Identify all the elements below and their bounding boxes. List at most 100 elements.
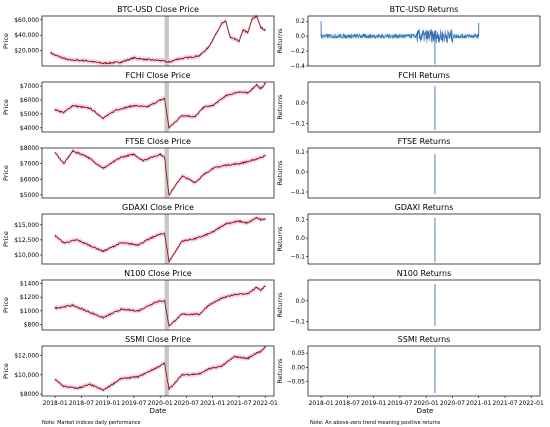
x-tick-label: 2020-07	[174, 400, 199, 407]
y-tick-label: $5000	[20, 192, 39, 199]
y-tick-label: −0.1	[290, 319, 305, 326]
data-point	[255, 84, 258, 86]
y-axis-label: Returns	[276, 94, 284, 120]
data-point	[212, 39, 214, 41]
data-point	[133, 105, 135, 107]
data-point	[115, 109, 118, 111]
x-tick-label: 2019-01	[361, 400, 386, 407]
chart-title: GDAXI Returns	[395, 203, 454, 212]
data-point	[168, 325, 170, 327]
y-tick-label: $6000	[20, 176, 39, 183]
x-tick-label: 2019-01	[95, 400, 120, 407]
data-point	[251, 159, 253, 162]
data-point	[133, 57, 135, 59]
data-point	[89, 383, 91, 386]
data-point	[260, 156, 262, 158]
x-tick-label: 2018-01	[43, 400, 68, 407]
data-point	[260, 88, 262, 90]
y-tick-label: −0.1	[290, 254, 305, 261]
data-point	[67, 59, 69, 61]
data-point	[212, 167, 214, 169]
series-line	[50, 15, 266, 65]
data-point	[102, 250, 104, 252]
data-point	[238, 40, 240, 42]
chart-panel: FCHI Returns Returns 0.0 −0.1	[276, 71, 541, 133]
x-axis-label-right: Date	[417, 407, 434, 415]
y-tick-label: 0.05	[292, 350, 306, 357]
series-line	[54, 149, 266, 196]
data-point	[54, 152, 56, 154]
data-point	[137, 310, 139, 312]
data-point	[146, 59, 148, 61]
chart-title: FTSE Returns	[398, 137, 451, 146]
data-point	[220, 365, 223, 367]
axes-frame	[307, 345, 541, 397]
data-point	[137, 376, 139, 378]
chart-panel: GDAXI Returns Returns 0.1 0.0 −0.1	[276, 203, 541, 265]
data-point	[54, 235, 56, 237]
data-point	[238, 91, 240, 93]
data-point	[234, 293, 236, 295]
y-tick-label: $12,500	[14, 237, 39, 244]
data-point	[85, 60, 87, 62]
data-point	[50, 52, 52, 54]
data-point	[63, 163, 65, 165]
data-point	[264, 218, 266, 220]
y-axis-label: Price	[2, 231, 10, 247]
chart-title: SSMI Close Price	[125, 335, 191, 344]
y-tick-label: 0.00	[292, 364, 306, 371]
y-tick-label: −0.1	[290, 121, 305, 128]
y-tick-label: 0.0	[295, 169, 305, 176]
data-point	[146, 106, 148, 108]
data-point	[198, 373, 201, 375]
data-point	[102, 167, 104, 169]
data-point	[163, 232, 166, 234]
data-point	[102, 62, 104, 64]
data-point	[54, 307, 56, 309]
y-axis-label: Returns	[276, 358, 284, 384]
data-point	[163, 156, 166, 158]
y-tick-label: −0.1	[290, 189, 305, 196]
data-point	[155, 235, 157, 237]
y-tick-label: $8000	[20, 391, 39, 398]
data-point	[181, 114, 183, 116]
y-axis-label: Price	[2, 363, 10, 379]
y-tick-label: $1200	[20, 294, 39, 301]
x-tick-label: 2022-01	[519, 400, 544, 407]
x-tick-label: 2021-01	[200, 400, 225, 407]
data-point	[120, 242, 122, 244]
chart-panel: BTC-USD Returns Returns 0.2 0.0 −0.2 −0.4	[276, 5, 541, 70]
y-tick-label: $7000	[20, 83, 39, 90]
axes-frame	[307, 81, 541, 133]
x-tick-label: 2021-07	[492, 400, 517, 407]
x-tick-label: 2020-01	[414, 400, 439, 407]
data-point	[260, 351, 262, 353]
data-point	[229, 36, 231, 39]
axes-frame	[41, 213, 275, 265]
y-tick-label: $12,000	[14, 353, 39, 360]
y-tick-label: −0.4	[290, 63, 305, 70]
chart-title: N100 Close Price	[124, 269, 192, 278]
y-axis-label: Returns	[276, 160, 284, 186]
data-point	[212, 231, 214, 233]
data-point	[181, 313, 183, 315]
volatility-band	[55, 283, 266, 329]
data-point	[203, 235, 205, 237]
shaded-period	[164, 82, 169, 132]
chart-title: FTSE Close Price	[125, 137, 191, 146]
y-tick-label: $10,000	[14, 252, 39, 259]
data-point	[194, 116, 196, 118]
data-point	[207, 368, 209, 370]
data-point	[120, 61, 122, 63]
data-point	[163, 362, 166, 364]
data-point	[212, 105, 214, 107]
data-point	[168, 388, 170, 390]
x-tick-label: 2018-07	[335, 400, 360, 407]
data-point	[225, 223, 227, 225]
axes-frame	[41, 279, 275, 331]
data-point	[159, 59, 161, 62]
y-tick-label: 0.0	[295, 33, 305, 40]
y-tick-label: −0.05	[287, 379, 306, 386]
data-point	[102, 117, 104, 119]
